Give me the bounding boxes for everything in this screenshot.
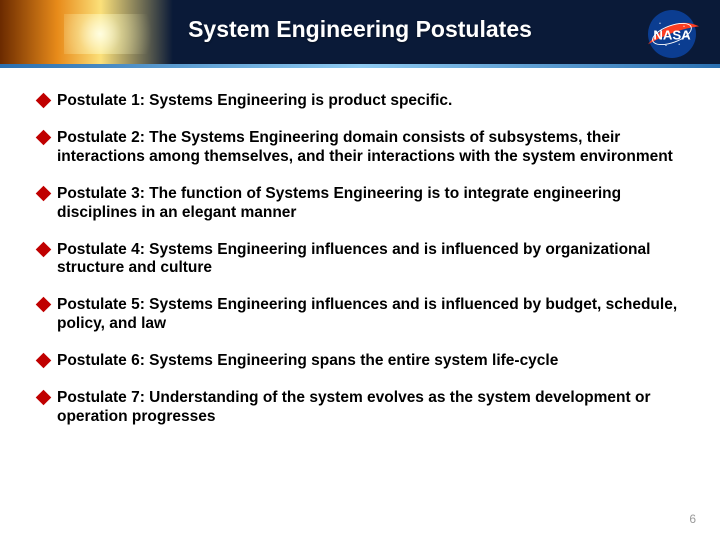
bullet-list: Postulate 1: Systems Engineering is prod… — [38, 92, 686, 427]
bullet-diamond-icon — [36, 390, 52, 406]
bullet-diamond-icon — [36, 185, 52, 201]
slide-title: System Engineering Postulates — [0, 16, 720, 43]
nasa-logo-text: NASA — [653, 27, 691, 42]
bullet-text: Postulate 4: Systems Engineering influen… — [57, 241, 686, 279]
nasa-logo-icon: NASA — [642, 8, 702, 60]
nasa-star-icon — [683, 26, 684, 27]
bullet-text: Postulate 7: Understanding of the system… — [57, 389, 686, 427]
bullet-text: Postulate 3: The function of Systems Eng… — [57, 185, 686, 223]
bullet-text: Postulate 2: The Systems Engineering dom… — [57, 129, 686, 167]
list-item: Postulate 4: Systems Engineering influen… — [38, 241, 686, 279]
bullet-text: Postulate 6: Systems Engineering spans t… — [57, 352, 558, 371]
bullet-diamond-icon — [36, 130, 52, 146]
bullet-diamond-icon — [36, 297, 52, 313]
nasa-star-icon — [659, 23, 660, 24]
page-number: 6 — [689, 512, 696, 526]
list-item: Postulate 5: Systems Engineering influen… — [38, 296, 686, 334]
list-item: Postulate 6: Systems Engineering spans t… — [38, 352, 686, 371]
list-item: Postulate 3: The function of Systems Eng… — [38, 185, 686, 223]
bullet-diamond-icon — [36, 241, 52, 257]
bullet-text: Postulate 5: Systems Engineering influen… — [57, 296, 686, 334]
list-item: Postulate 2: The Systems Engineering dom… — [38, 129, 686, 167]
bullet-text: Postulate 1: Systems Engineering is prod… — [57, 92, 452, 111]
list-item: Postulate 1: Systems Engineering is prod… — [38, 92, 686, 111]
bullet-diamond-icon — [36, 353, 52, 369]
list-item: Postulate 7: Understanding of the system… — [38, 389, 686, 427]
slide-header: System Engineering Postulates NASA — [0, 0, 720, 68]
slide: System Engineering Postulates NASA Postu… — [0, 0, 720, 540]
nasa-star-icon — [665, 45, 666, 46]
bullet-diamond-icon — [36, 93, 52, 109]
nasa-star-icon — [679, 44, 680, 45]
